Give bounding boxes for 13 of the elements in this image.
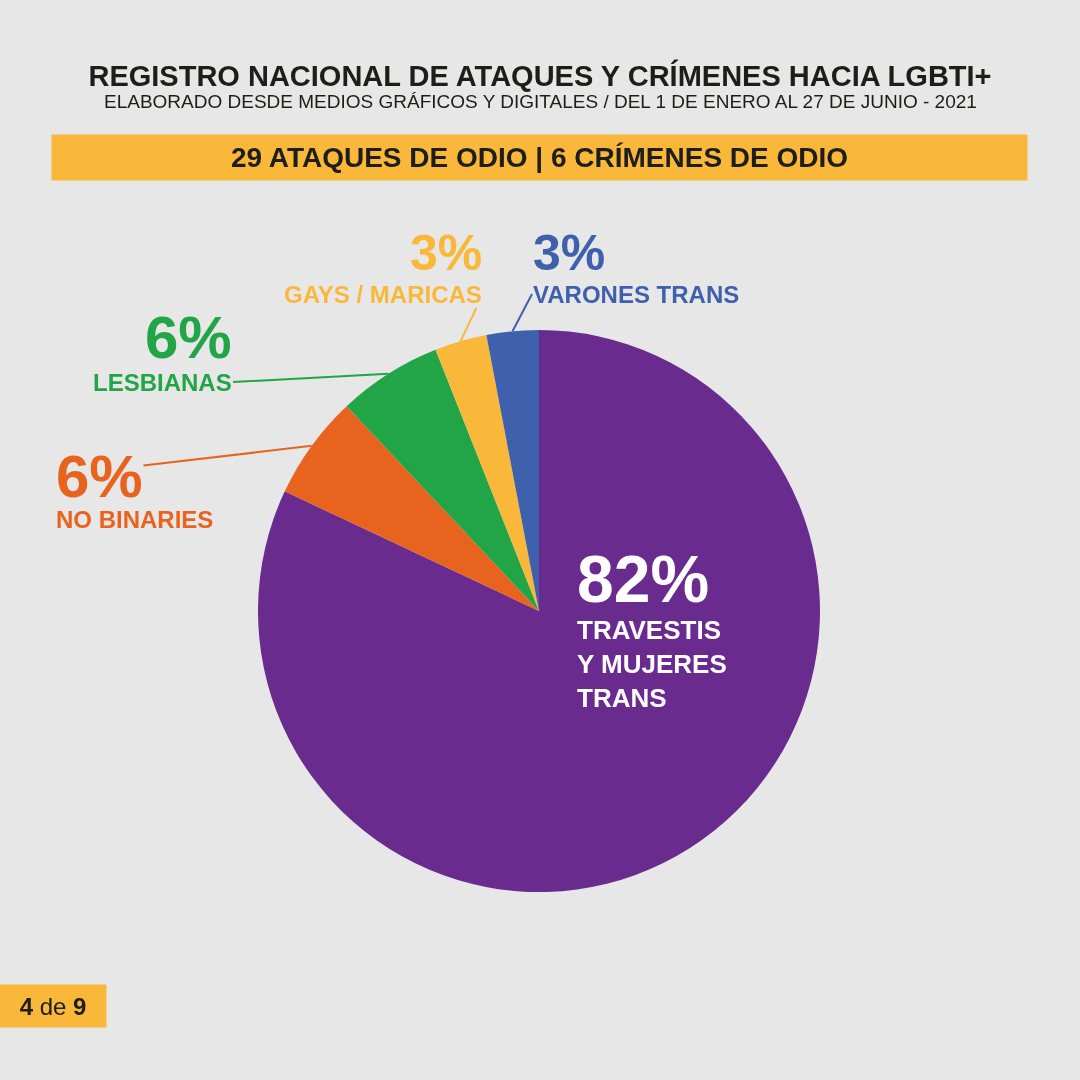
pie-slice [258, 330, 820, 892]
slice-label: TRAVESTIS Y MUJERES TRANS [577, 615, 727, 713]
data-label: 6% [145, 304, 232, 371]
text: 29 ATAQUES DE ODIO | 6 CRÍMENES DE ODIO [230, 142, 849, 173]
text: 4 de 9 [19, 992, 87, 1020]
data-label: 3% [410, 225, 483, 281]
data-label: 82% [577, 542, 710, 616]
chart-title: REGISTRO NACIONAL DE ATAQUES Y CRÍMENES HACIA LGBTI+ [88, 59, 992, 93]
slice-label: LESBIANAS [93, 369, 232, 396]
slice-label: GAYS / MARICAS [284, 281, 482, 308]
data-label: 3% [533, 225, 606, 281]
slice-label: VARONES TRANS [533, 281, 740, 308]
chart-subtitle: ELABORADO DESDE MEDIOS GRÁFICOS Y DIGITALES / DEL 1 DE ENERO AL 27 DE JUNIO - 2021 [104, 91, 977, 112]
